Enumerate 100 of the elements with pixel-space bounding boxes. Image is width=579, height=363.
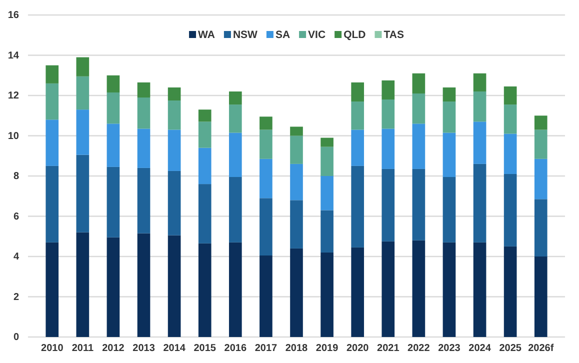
bar (168, 100, 181, 130)
x-tick-label: 2013 (132, 343, 156, 354)
bar (412, 93, 426, 124)
bar (473, 122, 486, 164)
bar (76, 154, 90, 232)
bar (290, 136, 303, 164)
bar (260, 116, 272, 130)
x-tick-label: 2023 (438, 343, 461, 354)
y-tick-label: 14 (8, 50, 20, 62)
x-tick-label: 2025 (499, 343, 522, 354)
bar (534, 256, 548, 337)
y-tick-label: 6 (13, 211, 20, 222)
bar (442, 177, 456, 242)
x-tick-label: 2026f (528, 343, 554, 354)
bar (260, 198, 272, 256)
x-tick-label: 2020 (346, 343, 370, 354)
bar (504, 86, 517, 105)
bar (168, 87, 181, 101)
bar (76, 76, 90, 110)
bar (106, 166, 120, 238)
x-tick-label: 2022 (408, 343, 430, 354)
bar (168, 170, 181, 236)
bar (382, 168, 395, 242)
bar (137, 82, 150, 98)
bar (46, 242, 59, 337)
bar (228, 132, 242, 178)
legend-label: QLD (344, 29, 366, 41)
bar (260, 130, 272, 159)
legend-label: SA (275, 29, 290, 41)
x-tick-label: 2018 (285, 343, 308, 354)
bar (534, 158, 548, 200)
bar (504, 104, 517, 134)
bar (442, 132, 456, 178)
bar (228, 242, 242, 337)
bar (137, 233, 150, 337)
bar (290, 248, 303, 337)
bar (137, 98, 150, 129)
bar (106, 75, 120, 92)
bar (473, 73, 486, 92)
x-tick-label: 2017 (254, 343, 278, 354)
bar (504, 174, 517, 246)
bar (260, 158, 272, 198)
bar (106, 92, 120, 124)
y-tick-label: 0 (13, 332, 20, 344)
bar (442, 87, 456, 102)
bar (106, 237, 120, 337)
bar (260, 255, 272, 337)
y-tick-label: 2 (13, 292, 20, 303)
y-tick-label: 16 (8, 10, 20, 22)
x-tick-label: 2012 (102, 343, 125, 354)
bar (382, 128, 395, 169)
x-tick-label: 2014 (163, 343, 186, 354)
x-tick-label: 2019 (316, 343, 339, 354)
bar (290, 200, 303, 248)
bar (412, 73, 426, 94)
legend-label: WA (198, 29, 216, 41)
bar (198, 243, 212, 337)
bar (228, 91, 242, 105)
bar (351, 166, 364, 248)
x-tick-label: 2024 (468, 343, 492, 354)
bar (534, 199, 548, 256)
bar (412, 168, 426, 240)
bar (290, 164, 303, 200)
bar (351, 102, 364, 130)
bar (442, 102, 456, 133)
bar (534, 130, 548, 159)
x-tick-label: 2021 (377, 343, 400, 354)
bar (290, 126, 303, 136)
bar (168, 130, 181, 171)
bar (76, 57, 90, 76)
bar (320, 176, 334, 210)
bar (473, 91, 486, 122)
bar (351, 247, 364, 337)
bar (228, 177, 242, 242)
bar (534, 116, 548, 130)
bar (46, 166, 59, 242)
bar (320, 210, 334, 252)
bar (198, 110, 212, 122)
x-tick-label: 2011 (72, 343, 94, 354)
bar (228, 104, 242, 133)
bar (473, 164, 486, 242)
bar (76, 232, 90, 337)
bar (198, 148, 212, 184)
legend-label: VIC (308, 29, 326, 41)
bar (412, 240, 426, 337)
bar (382, 100, 395, 129)
bar (473, 242, 486, 337)
bar (137, 128, 150, 168)
bar (46, 120, 59, 166)
bar (382, 80, 395, 100)
bar (46, 65, 59, 84)
y-tick-label: 8 (13, 171, 20, 182)
bar (76, 110, 90, 155)
bar (320, 138, 334, 147)
bar (320, 146, 334, 176)
legend-label: NSW (232, 29, 258, 41)
x-tick-label: 2010 (41, 343, 64, 354)
bar (198, 122, 212, 148)
bar (198, 184, 212, 244)
bar (137, 168, 150, 234)
